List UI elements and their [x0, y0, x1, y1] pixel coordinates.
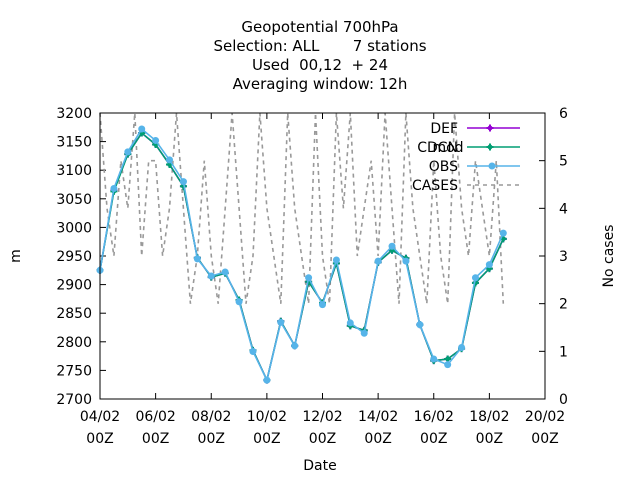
y-tick-label: 2850 [56, 306, 92, 322]
legend-marker-dot-cdcn [488, 145, 493, 150]
y-axis: 2700 2750 2800 2850 2900 2950 3000 3050 3100 3150… [56, 106, 106, 408]
obs-point [458, 344, 465, 351]
legend-marker-obs [489, 163, 496, 170]
y-tick-label: 2800 [56, 335, 92, 351]
obs-point [416, 321, 423, 328]
obs-point [222, 269, 229, 276]
obs-point [430, 355, 437, 362]
x-tick-sublabel: 00Z [142, 431, 169, 447]
x-tick-sublabel: 00Z [309, 431, 336, 447]
obs-point [444, 361, 451, 368]
obs-point [347, 319, 354, 326]
obs-point [208, 273, 215, 280]
title-line-2: Selection: ALL 7 stations [213, 37, 426, 55]
x-tick-label: 04/02 [80, 409, 120, 425]
y2-tick-label: 3 [559, 249, 568, 265]
legend-marker-dot-def [488, 126, 493, 131]
obs-point [277, 319, 284, 326]
y-axis-label: m [8, 249, 24, 263]
y-tick-label: 2900 [56, 278, 92, 294]
title-line-4: Averaging window: 12h [233, 75, 408, 93]
title-line-1: Geopotential 700hPa [241, 18, 398, 36]
x-tick-sublabel: 00Z [364, 431, 391, 447]
y-tick-label: 3150 [56, 135, 92, 151]
obs-point [361, 330, 368, 337]
y-tick-label: 3100 [56, 163, 92, 179]
x-tick-label: 20/02 [525, 409, 565, 425]
x-tick-label: 12/02 [302, 409, 342, 425]
y2-tick-label: 4 [559, 201, 568, 217]
obs-point [138, 126, 145, 133]
x-axis-label: Date [303, 458, 336, 474]
x-tick-label: 14/02 [358, 409, 398, 425]
y2-tick-label: 6 [559, 106, 568, 122]
y2-axis-label: No cases [601, 225, 617, 288]
x-tick-sublabel: 00Z [476, 431, 503, 447]
obs-point [110, 185, 117, 192]
obs-point [263, 377, 270, 384]
obs-point [333, 257, 340, 264]
obs-point [375, 258, 382, 265]
title-line-3: Used 00,12 + 24 [252, 56, 388, 74]
obs-point [166, 156, 173, 163]
y2-axis: 0 1 2 3 4 5 6 [539, 106, 568, 408]
obs-point [194, 255, 201, 262]
obs-point [402, 258, 409, 265]
y-tick-label: 3000 [56, 220, 92, 236]
obs-point [180, 178, 187, 185]
x-tick-sublabel: 00Z [531, 431, 558, 447]
obs-point [500, 230, 507, 237]
x-tick-sublabel: 00Z [253, 431, 280, 447]
obs-point [472, 274, 479, 281]
x-tick-label: 10/02 [247, 409, 287, 425]
obs-point [249, 348, 256, 355]
obs-point [236, 298, 243, 305]
y-tick-label: 2950 [56, 249, 92, 265]
obs-point [152, 137, 159, 144]
legend-label-def: DEF [430, 121, 458, 137]
y2-tick-label: 1 [559, 344, 568, 360]
y2-tick-label: 2 [559, 297, 568, 313]
y-tick-label: 3200 [56, 106, 92, 122]
x-tick-sublabel: 00Z [420, 431, 447, 447]
y-tick-label: 2750 [56, 363, 92, 379]
x-tick-label: 16/02 [414, 409, 454, 425]
obs-point [486, 261, 493, 268]
obs-point [389, 243, 396, 250]
y-tick-label: 2700 [56, 392, 92, 408]
y2-tick-label: 0 [559, 392, 568, 408]
x-tick-label: 18/02 [469, 409, 509, 425]
x-tick-sublabel: 00Z [86, 431, 113, 447]
cdcn-point-dot [445, 357, 450, 362]
legend-label-obs: OBS [429, 159, 458, 175]
obs-point [305, 274, 312, 281]
legend-sub-label: mod [432, 140, 463, 156]
y-tick-label: 3050 [56, 192, 92, 208]
chart-title: Geopotential 700hPa Selection: ALL 7 sta… [213, 18, 426, 93]
obs-point [124, 148, 131, 155]
x-tick-label: 08/02 [191, 409, 231, 425]
obs-point [319, 301, 326, 308]
x-tick-sublabel: 00Z [198, 431, 225, 447]
obs-point [291, 342, 298, 349]
y2-tick-label: 5 [559, 154, 568, 170]
legend-label-cases: CASES [412, 178, 458, 194]
x-tick-label: 06/02 [135, 409, 175, 425]
